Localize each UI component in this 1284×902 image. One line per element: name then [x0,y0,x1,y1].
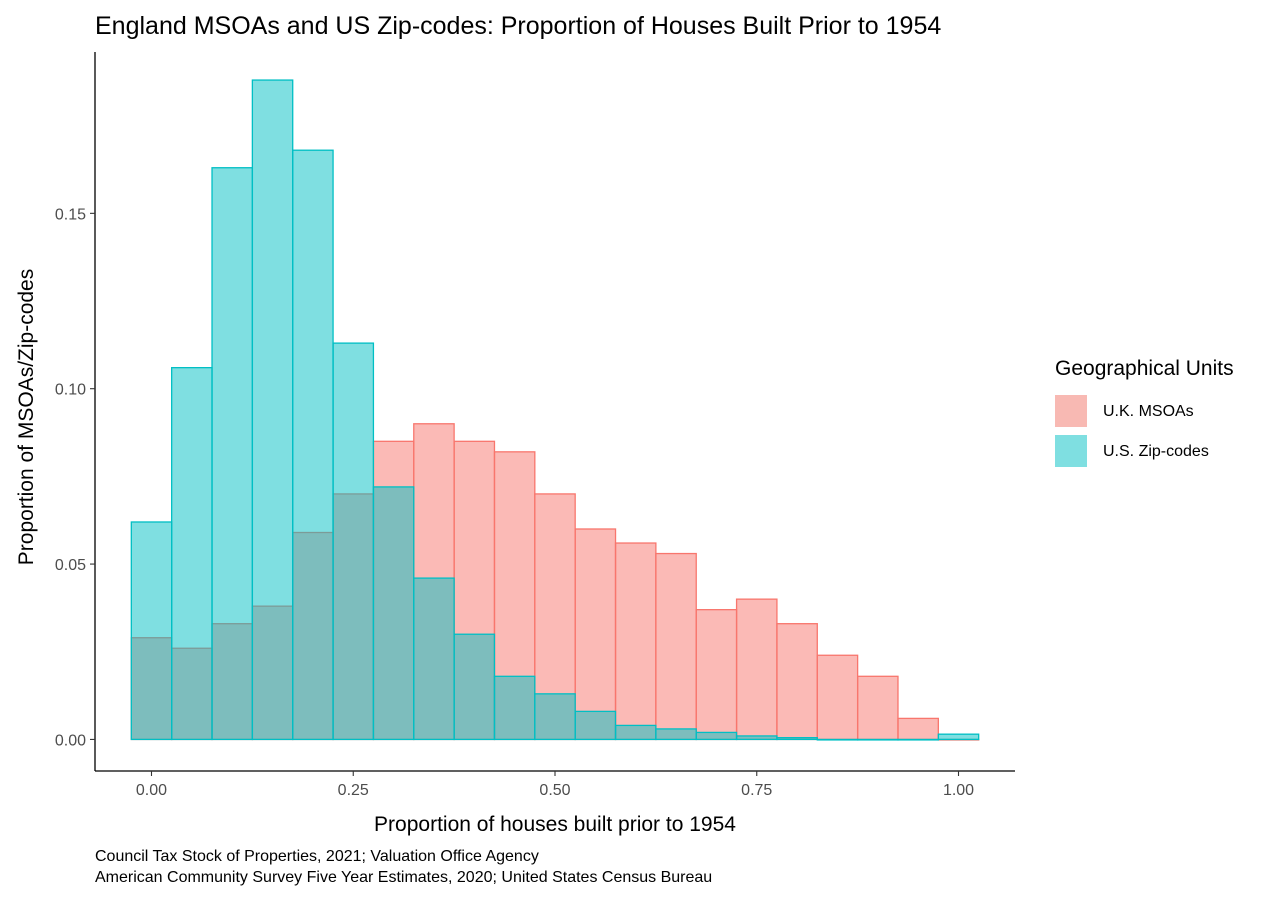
legend-key-uk-msoas [1055,395,1087,427]
y-tick-label: 0.00 [55,732,86,749]
x-axis-label: Proportion of houses built prior to 1954 [374,813,736,836]
us-zip-bar [453,633,496,741]
uk-msoa-bar [856,675,899,741]
uk-msoa-bar [695,609,738,741]
uk-msoa-bar [735,598,778,741]
uk-msoa-bar [574,528,617,741]
legend-label-us-zip-codes: U.S. Zip-codes [1103,443,1209,460]
legend-title: Geographical Units [1055,357,1234,380]
us-zip-bar [735,735,778,741]
us-zip-bar [614,724,657,741]
x-tick-label: 0.75 [741,782,772,799]
us-zip-bar [816,738,859,741]
us-zip-bar [776,737,818,741]
uk-msoa-bar [816,654,859,741]
us-zip-bar [211,167,254,741]
us-zip-bar [171,367,213,741]
us-zip-bars [130,79,980,741]
us-zip-bar [413,577,455,741]
us-zip-bar [372,486,415,741]
uk-msoa-bar [897,717,939,741]
legend-label-uk-msoas: U.K. MSOAs [1103,403,1194,420]
us-zip-bar [937,733,980,741]
us-zip-bar [574,710,617,741]
us-zip-bar [332,342,375,741]
us-zip-bar [655,728,697,741]
us-zip-bar [897,738,939,741]
us-zip-bar [534,693,576,741]
us-zip-bar [856,738,899,741]
chart-title: England MSOAs and US Zip-codes: Proporti… [95,12,942,40]
us-zip-bar [251,79,294,741]
y-axis-label: Proportion of MSOAs/Zip-codes [15,269,38,565]
uk-msoa-bar [614,542,657,741]
legend-key-us-zip-codes [1055,435,1087,467]
y-tick-label: 0.05 [55,557,86,574]
x-tick-label: 0.25 [338,782,369,799]
y-tick-label: 0.10 [55,382,86,399]
uk-msoa-bar [655,552,697,741]
us-zip-bar [292,149,334,741]
x-tick-label: 1.00 [943,782,974,799]
us-zip-bar [130,521,173,741]
caption-line-1: Council Tax Stock of Properties, 2021; V… [95,848,539,865]
us-zip-bar [493,675,536,741]
x-tick-label: 0.00 [136,782,167,799]
uk-msoa-bar [776,623,818,741]
us-zip-bar [695,731,738,741]
axes: 0.00 0.25 0.50 0.75 1.00 0.00 0.05 0.10 0.15 [55,52,1015,799]
y-tick-label: 0.15 [55,206,86,223]
caption-line-2: American Community Survey Five Year Esti… [95,869,713,886]
x-tick-label: 0.50 [539,782,570,799]
